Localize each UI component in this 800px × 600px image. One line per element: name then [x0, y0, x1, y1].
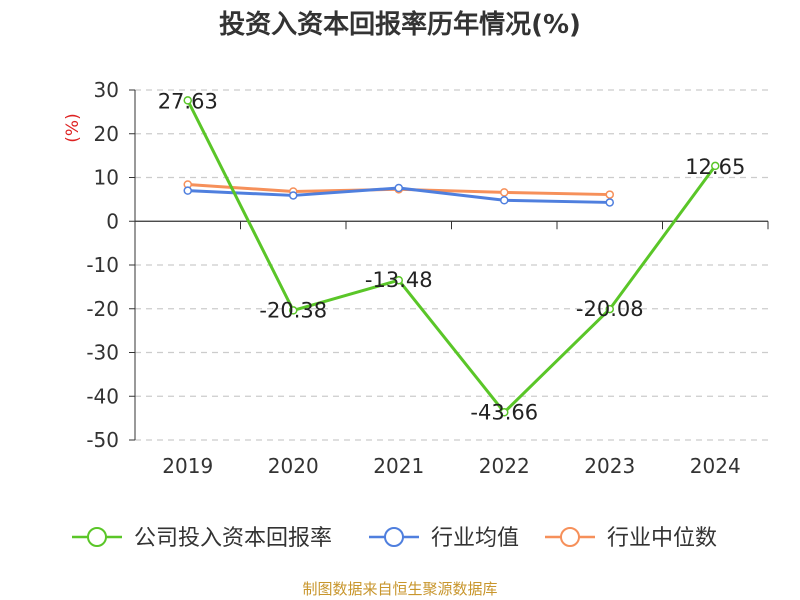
legend-label: 行业均值 — [431, 526, 519, 551]
data-point — [289, 306, 298, 315]
legend-label: 行业中位数 — [607, 526, 717, 551]
series-line — [186, 99, 717, 414]
x-tick-label: 2024 — [690, 454, 741, 478]
chart-title: 投资入资本回报率历年情况(%) — [219, 10, 581, 40]
data-label: -20.38 — [259, 298, 327, 322]
x-tick-label: 2021 — [373, 454, 424, 478]
data-labels: 27.63 -20.38 -13.48 -43.66 -20.08 12.65 — [158, 89, 746, 424]
axes: 30 20 10 0 -10 -20 -30 -40 -50 (%) 2019 2020 2021 202… — [63, 78, 769, 478]
data-point — [183, 186, 192, 195]
data-point — [289, 191, 298, 200]
y-tick-label: 10 — [94, 166, 119, 190]
legend-label: 公司投入资本回报率 — [134, 526, 332, 551]
data-label: -43.66 — [470, 400, 538, 424]
x-tick-label: 2020 — [268, 454, 319, 478]
data-point — [394, 275, 403, 285]
x-tick-label: 2022 — [479, 454, 530, 478]
y-tick-label: 20 — [94, 122, 119, 146]
y-tick-label: -50 — [86, 428, 119, 452]
y-tick-label: -30 — [86, 341, 119, 365]
data-point — [500, 196, 509, 205]
data-label: 12.65 — [685, 155, 745, 179]
series-lines — [183, 96, 720, 417]
legend: 公司投入资本回报率 行业均值 行业中位数 — [72, 526, 717, 551]
data-point — [500, 188, 509, 197]
data-label: -13.48 — [365, 268, 433, 292]
legend-marker — [560, 527, 580, 547]
data-point — [605, 304, 614, 314]
x-tick-label: 2019 — [162, 454, 213, 478]
data-point — [605, 198, 614, 207]
x-tick-label: 2023 — [584, 454, 635, 478]
data-label: -20.08 — [576, 297, 644, 321]
grid-lines — [135, 89, 768, 441]
y-tick-label: -10 — [86, 253, 119, 277]
legend-marker — [87, 527, 107, 547]
y-tick-label: -20 — [86, 297, 119, 321]
data-point — [394, 183, 403, 193]
y-tick-label: 0 — [106, 209, 119, 233]
y-tick-label: -40 — [86, 384, 119, 408]
legend-marker — [384, 527, 404, 547]
y-tick-label: 30 — [94, 78, 119, 102]
data-point — [500, 408, 509, 417]
data-point — [605, 190, 614, 199]
data-source: 制图数据来自恒生聚源数据库 — [302, 580, 498, 598]
data-label: 27.63 — [158, 89, 218, 113]
data-point — [183, 96, 192, 105]
y-axis-label: (%) — [63, 113, 83, 142]
data-point — [711, 161, 720, 171]
